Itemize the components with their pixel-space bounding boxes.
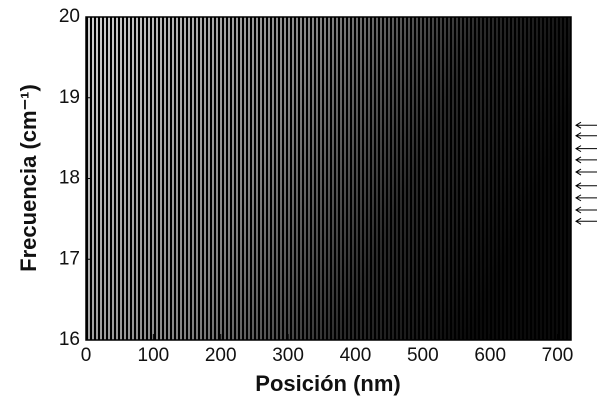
x-tick-label: 700 [542,345,574,366]
x-tick-label: 500 [407,345,439,366]
arrow [575,206,597,214]
y-tick-label: 18 [59,168,80,189]
x-axis-label: Posición (nm) [255,371,400,396]
arrow [575,168,597,176]
heatmap-pattern [86,17,571,340]
y-tick-label: 20 [59,6,80,27]
y-axis-label: Frecuencia (cm⁻¹) [16,84,41,272]
arrow [575,217,597,225]
arrow [575,145,597,153]
x-tick-label: 600 [474,345,506,366]
arrow [575,156,597,164]
arrow [575,194,597,202]
x-tick-label: 0 [81,345,92,366]
y-tick-label: 17 [59,248,80,269]
x-tick-label: 400 [340,345,372,366]
arrow [575,121,597,129]
x-tick-label: 100 [138,345,170,366]
arrow [575,132,597,140]
arrow [575,182,597,190]
y-tick-label: 16 [59,329,80,350]
x-tick-label: 300 [272,345,304,366]
x-tick-label: 200 [205,345,237,366]
y-tick-label: 19 [59,87,80,108]
